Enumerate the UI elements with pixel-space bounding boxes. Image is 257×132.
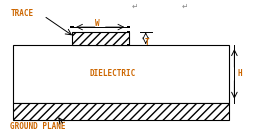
Text: W: W	[95, 19, 100, 28]
Text: H: H	[238, 69, 243, 78]
Text: DIELECTRIC: DIELECTRIC	[90, 69, 136, 78]
Text: T: T	[144, 38, 149, 47]
Bar	[13, 103, 229, 120]
Text: GROUND PLANE: GROUND PLANE	[10, 122, 66, 131]
Bar	[127, 26, 130, 28]
Text: TRACE: TRACE	[10, 9, 33, 18]
Bar	[127, 44, 130, 46]
Bar	[72, 32, 128, 45]
Bar	[13, 45, 229, 103]
Text: ↵: ↵	[132, 2, 138, 11]
Text: ↵: ↵	[182, 2, 188, 11]
Bar	[127, 31, 130, 32]
Bar	[70, 26, 74, 28]
